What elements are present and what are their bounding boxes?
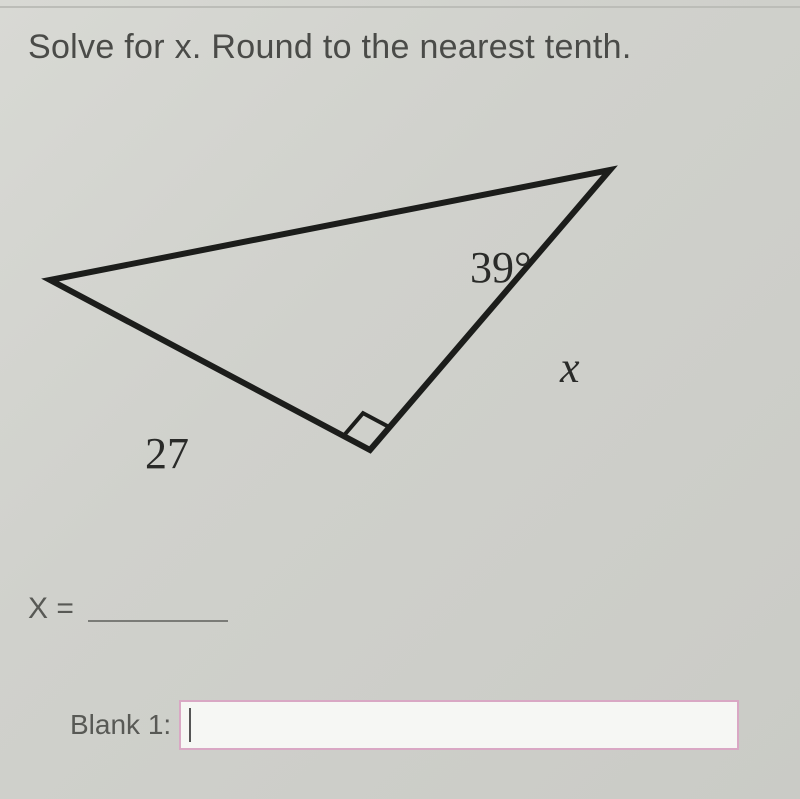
top-divider xyxy=(0,6,800,8)
blank-1-input[interactable] xyxy=(179,700,739,750)
side-27-label: 27 xyxy=(145,428,189,479)
triangle-shape xyxy=(50,170,610,450)
answer-prefix: X = xyxy=(28,592,74,625)
answer-underline xyxy=(88,596,228,622)
question-prompt: Solve for x. Round to the nearest tenth. xyxy=(28,28,632,67)
triangle-figure: 39° 27 x xyxy=(40,130,660,490)
text-cursor-icon xyxy=(189,708,191,742)
blank-1-label: Blank 1: xyxy=(70,709,171,741)
blank-row: Blank 1: xyxy=(70,700,739,750)
angle-39-label: 39° xyxy=(470,242,532,293)
worksheet-page: Solve for x. Round to the nearest tenth.… xyxy=(0,0,800,799)
side-x-label: x xyxy=(560,342,580,393)
triangle-svg xyxy=(40,130,660,490)
blank-input-wrap xyxy=(179,700,739,750)
answer-row: X = xyxy=(28,592,228,626)
